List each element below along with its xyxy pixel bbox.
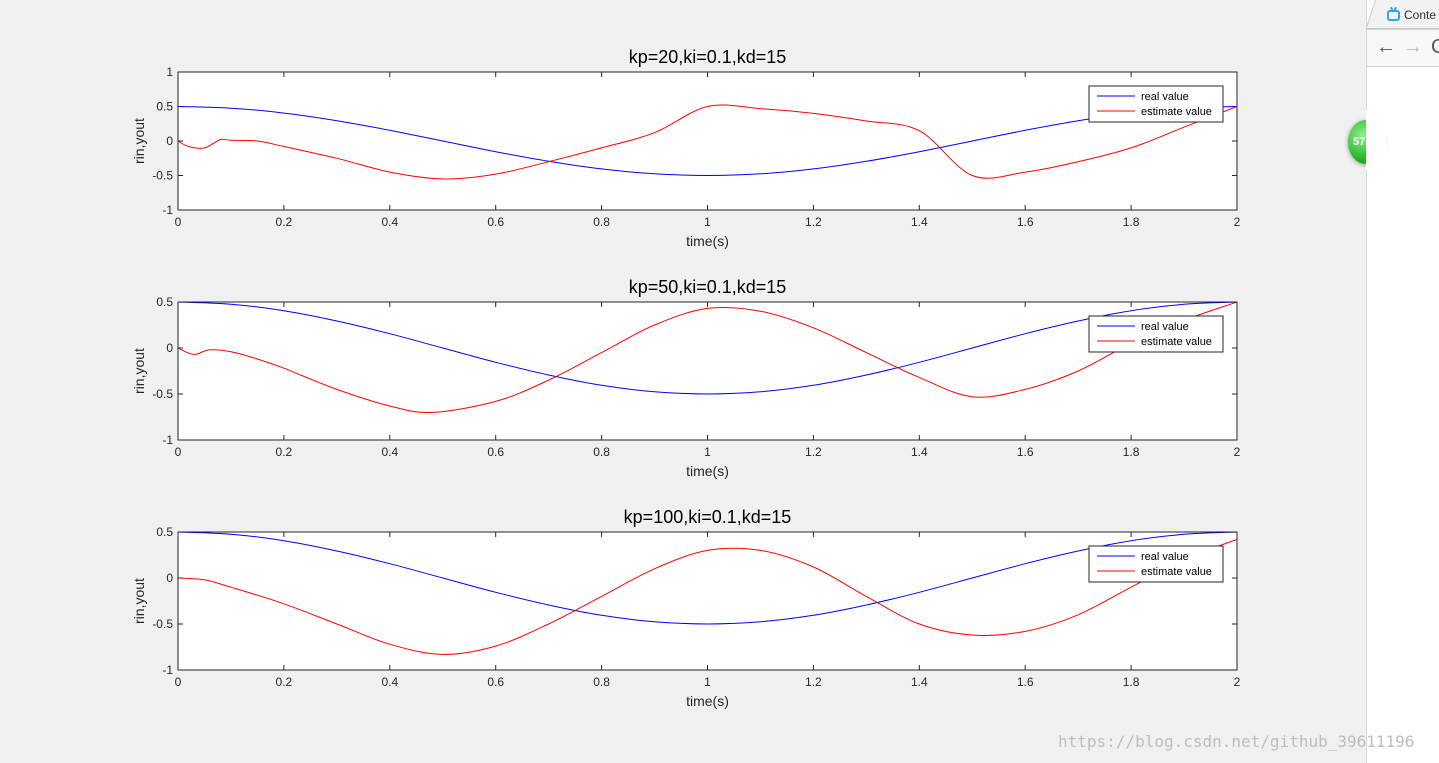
y-axis-label: rin,yout (131, 578, 147, 624)
y-tick-label: -0.5 (152, 387, 173, 401)
x-tick-label: 2 (1234, 675, 1241, 689)
x-tick-label: 2 (1234, 445, 1241, 459)
x-tick-label: 0.4 (381, 675, 398, 689)
x-tick-label: 0.6 (487, 215, 504, 229)
x-tick-label: 1.6 (1017, 215, 1034, 229)
y-tick-label: -0.5 (152, 169, 173, 183)
x-tick-label: 0.4 (381, 445, 398, 459)
browser-strip-edge (1366, 110, 1386, 170)
x-tick-label: 1.6 (1017, 445, 1034, 459)
y-axis-label: rin,yout (131, 118, 147, 164)
legend-label: real value (1141, 91, 1189, 103)
y-tick-label: 0 (166, 134, 173, 148)
y-tick-label: 0.5 (156, 295, 173, 309)
browser-toolbar: ← → C (1367, 29, 1439, 67)
legend-box (1088, 315, 1224, 353)
x-tick-label: 0.8 (593, 445, 610, 459)
axes-box (177, 531, 1238, 671)
x-tick-label: 0.6 (487, 675, 504, 689)
series-line-estimate-value (178, 538, 1237, 655)
chart-title: kp=100,ki=0.1,kd=15 (624, 507, 792, 527)
y-tick-label: 0.5 (156, 525, 173, 539)
x-tick-label: 1.4 (911, 675, 928, 689)
x-axis-label: time(s) (686, 233, 729, 249)
legend-label: real value (1141, 321, 1189, 333)
axes-box (177, 301, 1238, 441)
watermark: https://blog.csdn.net/github_39611196 (1058, 732, 1415, 751)
legend-label: estimate value (1141, 566, 1212, 578)
x-tick-label: 1 (704, 445, 711, 459)
legend-box (1088, 545, 1224, 583)
x-tick-label: 1.2 (805, 445, 822, 459)
tab-label: Conte (1404, 8, 1437, 22)
series-line-estimate-value (178, 104, 1237, 180)
browser-tab-content[interactable]: Conte (1387, 6, 1439, 24)
x-axis-label: time(s) (686, 463, 729, 479)
tv-icon (1387, 9, 1400, 21)
x-tick-label: 1.4 (911, 215, 928, 229)
subplot-1: 0 0.2 0.4 0.6 0.8 1 1.2 1.4 1.6 1.8 2 -1 -0.5 0 0.5 1 kp… (131, 47, 1241, 249)
y-tick-label: -1 (162, 433, 173, 447)
x-tick-label: 2 (1234, 215, 1241, 229)
legend-box (1088, 85, 1224, 123)
x-tick-label: 0 (175, 215, 182, 229)
series-line-real-value (178, 532, 1237, 625)
axes-box (177, 71, 1238, 211)
x-tick-label: 1.6 (1017, 675, 1034, 689)
chart-title: kp=50,ki=0.1,kd=15 (629, 277, 787, 297)
x-tick-label: 1.4 (911, 445, 928, 459)
x-tick-label: 0.4 (381, 215, 398, 229)
figure: 0 0.2 0.4 0.6 0.8 1 1.2 1.4 1.6 1.8 2 -1 -0.5 0 0.5 1 kp… (131, 47, 1241, 709)
x-tick-label: 1 (704, 675, 711, 689)
series-line-real-value (178, 106, 1237, 177)
x-tick-label: 0 (175, 675, 182, 689)
series-line-estimate-value (178, 302, 1237, 414)
y-tick-label: -1 (162, 663, 173, 677)
y-tick-label: 0.5 (156, 100, 173, 114)
legend-label: estimate value (1141, 336, 1212, 348)
x-tick-label: 1.2 (805, 215, 822, 229)
badge-count: 57 (1353, 136, 1366, 148)
back-button[interactable]: ← (1376, 36, 1396, 58)
x-tick-label: 1.8 (1123, 445, 1140, 459)
legend-label: real value (1141, 551, 1189, 563)
plot-area (178, 532, 1237, 670)
subplot-2: 0 0.2 0.4 0.6 0.8 1 1.2 1.4 1.6 1.8 2 -1 -0.5 0 0.5 kp=… (131, 277, 1241, 479)
x-tick-label: 0.2 (276, 675, 293, 689)
x-tick-label: 1 (704, 215, 711, 229)
subplot-3: 0 0.2 0.4 0.6 0.8 1 1.2 1.4 1.6 1.8 2 -1 -0.5 0 0.5 kp=… (131, 507, 1241, 709)
y-tick-label: 0 (166, 571, 173, 585)
chart-title: kp=20,ki=0.1,kd=15 (629, 47, 787, 67)
y-tick-label: 0 (166, 341, 173, 355)
x-tick-label: 1.8 (1123, 675, 1140, 689)
x-tick-label: 0.2 (276, 445, 293, 459)
series-line-real-value (178, 302, 1237, 395)
legend-label: estimate value (1141, 106, 1212, 118)
x-axis-label: time(s) (686, 693, 729, 709)
x-tick-label: 0 (175, 445, 182, 459)
x-tick-label: 0.8 (593, 215, 610, 229)
forward-button[interactable]: → (1403, 36, 1423, 58)
x-tick-label: 0.6 (487, 445, 504, 459)
x-tick-label: 1.2 (805, 675, 822, 689)
y-tick-label: -1 (162, 203, 173, 217)
reload-button[interactable]: C (1431, 36, 1439, 58)
plot-area (178, 72, 1237, 210)
x-tick-label: 0.2 (276, 215, 293, 229)
y-tick-label: 1 (166, 65, 173, 79)
y-axis-label: rin,yout (131, 348, 147, 394)
x-tick-label: 0.8 (593, 675, 610, 689)
y-tick-label: -0.5 (152, 617, 173, 631)
x-tick-label: 1.8 (1123, 215, 1140, 229)
